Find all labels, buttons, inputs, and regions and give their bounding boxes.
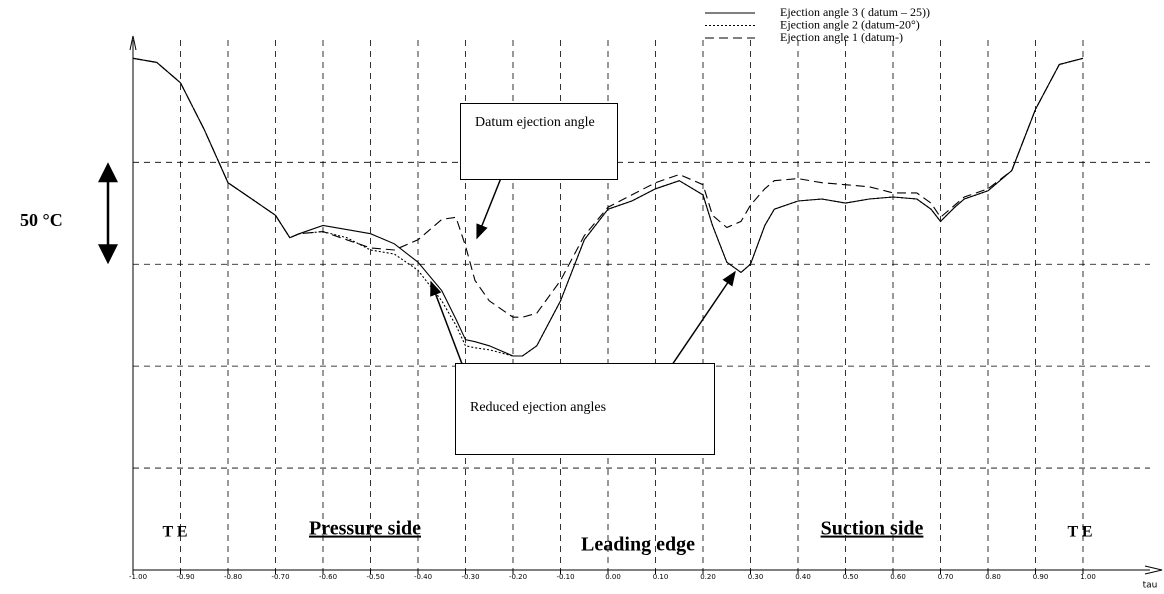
x-tick-label: 0.50 — [843, 573, 859, 581]
scale-arrow-head — [98, 244, 118, 265]
region-label: T E — [162, 524, 187, 541]
x-tick-label: 0.30 — [748, 573, 764, 581]
x-tick-label: 0.60 — [890, 573, 906, 581]
scale-label: 50 °C — [20, 210, 63, 230]
region-label: Leading edge — [581, 534, 695, 556]
x-tick-label: -1.00 — [129, 573, 147, 581]
x-tick-label: 0.70 — [938, 573, 954, 581]
x-tick-label: -0.70 — [271, 573, 289, 581]
x-axis-arrow — [1144, 565, 1163, 575]
annotation-box: Reduced ejection angles — [455, 363, 715, 455]
region-label: Pressure side — [309, 518, 421, 540]
x-axis-label: tau — [1143, 581, 1158, 591]
lines — [132, 57, 1084, 357]
x-tick-label: 0.10 — [653, 573, 669, 581]
scale-arrow-head — [98, 162, 118, 183]
x-tick-label: -0.40 — [414, 573, 432, 581]
x-tick-label: -0.90 — [176, 573, 194, 581]
x-tick-label: -0.60 — [319, 573, 337, 581]
y-axis-arrow — [129, 35, 137, 51]
series-line — [132, 57, 1084, 357]
annotation-box: Datum ejection angle — [460, 103, 618, 180]
legend: Ejection angle 3 ( datum – 25))Ejection … — [705, 5, 930, 44]
x-tick-label: 0.40 — [795, 573, 811, 581]
legend-label: Ejection angle 2 (datum-20°) — [780, 17, 920, 31]
legend-label: Ejection angle 3 ( datum – 25)) — [780, 5, 930, 19]
region-label: Suction side — [821, 518, 924, 540]
region-label: T E — [1067, 524, 1092, 541]
grid — [132, 40, 1150, 574]
legend-label: Ejection angle 1 (datum-) — [780, 30, 903, 44]
x-tick-label: -0.80 — [224, 573, 242, 581]
x-tick-label: 1.00 — [1080, 573, 1096, 581]
x-tick-label: 0.20 — [700, 573, 716, 581]
x-tick-label: 0.90 — [1033, 573, 1049, 581]
x-tick-label: -0.10 — [556, 573, 574, 581]
x-tick-label: -0.50 — [366, 573, 384, 581]
x-tick-label: -0.20 — [509, 573, 527, 581]
x-tick-label: 0.80 — [985, 573, 1001, 581]
x-tick-label: 0.00 — [605, 573, 621, 581]
series-line — [132, 57, 1084, 318]
x-tick-label: -0.30 — [461, 573, 479, 581]
